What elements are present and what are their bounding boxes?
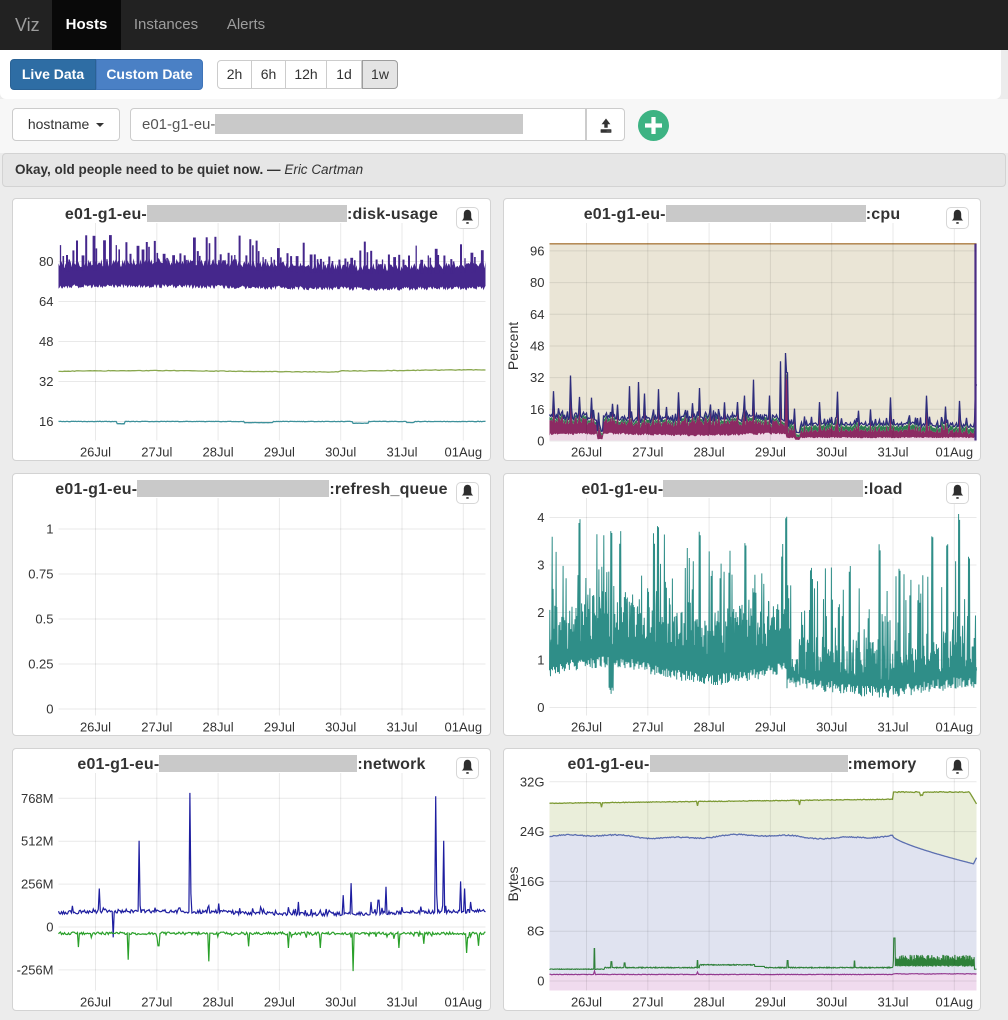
svg-text:Bytes: Bytes bbox=[505, 866, 521, 901]
svg-text:30Jul: 30Jul bbox=[816, 445, 847, 460]
svg-text:27Jul: 27Jul bbox=[141, 720, 172, 735]
svg-text:16: 16 bbox=[530, 402, 544, 417]
svg-text:29Jul: 29Jul bbox=[755, 995, 786, 1010]
svg-text:28Jul: 28Jul bbox=[694, 720, 725, 735]
svg-text:80: 80 bbox=[39, 254, 53, 269]
svg-text:8G: 8G bbox=[527, 924, 544, 939]
svg-text:0: 0 bbox=[46, 702, 53, 717]
svg-text:28Jul: 28Jul bbox=[203, 445, 234, 460]
svg-text:28Jul: 28Jul bbox=[694, 445, 725, 460]
svg-text:0: 0 bbox=[537, 434, 544, 449]
svg-text:01Aug: 01Aug bbox=[445, 445, 483, 460]
svg-text:30Jul: 30Jul bbox=[816, 995, 847, 1010]
svg-text:29Jul: 29Jul bbox=[755, 445, 786, 460]
svg-text:-256M: -256M bbox=[17, 962, 54, 977]
svg-text:24G: 24G bbox=[520, 824, 545, 839]
svg-text:96: 96 bbox=[530, 243, 544, 258]
svg-text:26Jul: 26Jul bbox=[571, 720, 602, 735]
svg-text:31Jul: 31Jul bbox=[386, 995, 417, 1010]
svg-text:16: 16 bbox=[39, 414, 53, 429]
svg-text:31Jul: 31Jul bbox=[386, 445, 417, 460]
svg-text:32: 32 bbox=[530, 370, 544, 385]
svg-text:26Jul: 26Jul bbox=[80, 995, 111, 1010]
svg-text:0: 0 bbox=[537, 700, 544, 715]
svg-text:26Jul: 26Jul bbox=[571, 445, 602, 460]
svg-text:30Jul: 30Jul bbox=[325, 995, 356, 1010]
svg-text:2: 2 bbox=[537, 605, 544, 620]
svg-text:01Aug: 01Aug bbox=[936, 720, 974, 735]
svg-text:Percent: Percent bbox=[505, 322, 521, 370]
svg-text:80: 80 bbox=[530, 275, 544, 290]
svg-text:1: 1 bbox=[46, 522, 53, 537]
svg-text:30Jul: 30Jul bbox=[816, 720, 847, 735]
svg-text:27Jul: 27Jul bbox=[141, 445, 172, 460]
svg-text:3: 3 bbox=[537, 558, 544, 573]
svg-text:0: 0 bbox=[46, 920, 53, 935]
svg-text:16G: 16G bbox=[520, 874, 545, 889]
svg-text:31Jul: 31Jul bbox=[386, 720, 417, 735]
svg-text:32: 32 bbox=[39, 374, 53, 389]
svg-text:0.25: 0.25 bbox=[28, 657, 53, 672]
svg-text:4: 4 bbox=[537, 510, 544, 525]
svg-text:01Aug: 01Aug bbox=[445, 720, 483, 735]
svg-text:29Jul: 29Jul bbox=[264, 445, 295, 460]
svg-text:27Jul: 27Jul bbox=[632, 995, 663, 1010]
svg-text:0.75: 0.75 bbox=[28, 567, 53, 582]
svg-text:256M: 256M bbox=[21, 877, 54, 892]
svg-text:01Aug: 01Aug bbox=[445, 995, 483, 1010]
svg-text:29Jul: 29Jul bbox=[264, 720, 295, 735]
svg-text:30Jul: 30Jul bbox=[325, 445, 356, 460]
svg-text:26Jul: 26Jul bbox=[80, 445, 111, 460]
svg-text:64: 64 bbox=[39, 294, 53, 309]
svg-text:48: 48 bbox=[39, 334, 53, 349]
svg-text:27Jul: 27Jul bbox=[141, 995, 172, 1010]
svg-text:31Jul: 31Jul bbox=[877, 995, 908, 1010]
svg-text:27Jul: 27Jul bbox=[632, 445, 663, 460]
svg-text:28Jul: 28Jul bbox=[203, 720, 234, 735]
svg-text:29Jul: 29Jul bbox=[755, 720, 786, 735]
svg-text:512M: 512M bbox=[21, 834, 54, 849]
svg-text:48: 48 bbox=[530, 339, 544, 354]
svg-text:32G: 32G bbox=[520, 774, 545, 789]
svg-text:0.5: 0.5 bbox=[35, 612, 53, 627]
svg-text:30Jul: 30Jul bbox=[325, 720, 356, 735]
svg-text:64: 64 bbox=[530, 307, 544, 322]
svg-text:26Jul: 26Jul bbox=[80, 720, 111, 735]
svg-text:1: 1 bbox=[537, 653, 544, 668]
svg-text:31Jul: 31Jul bbox=[877, 445, 908, 460]
svg-text:28Jul: 28Jul bbox=[694, 995, 725, 1010]
svg-text:29Jul: 29Jul bbox=[264, 995, 295, 1010]
svg-text:01Aug: 01Aug bbox=[936, 995, 974, 1010]
svg-text:27Jul: 27Jul bbox=[632, 720, 663, 735]
svg-text:31Jul: 31Jul bbox=[877, 720, 908, 735]
svg-text:768M: 768M bbox=[21, 791, 54, 806]
svg-text:0: 0 bbox=[537, 974, 544, 989]
svg-text:28Jul: 28Jul bbox=[203, 995, 234, 1010]
svg-text:26Jul: 26Jul bbox=[571, 995, 602, 1010]
svg-text:01Aug: 01Aug bbox=[936, 445, 974, 460]
